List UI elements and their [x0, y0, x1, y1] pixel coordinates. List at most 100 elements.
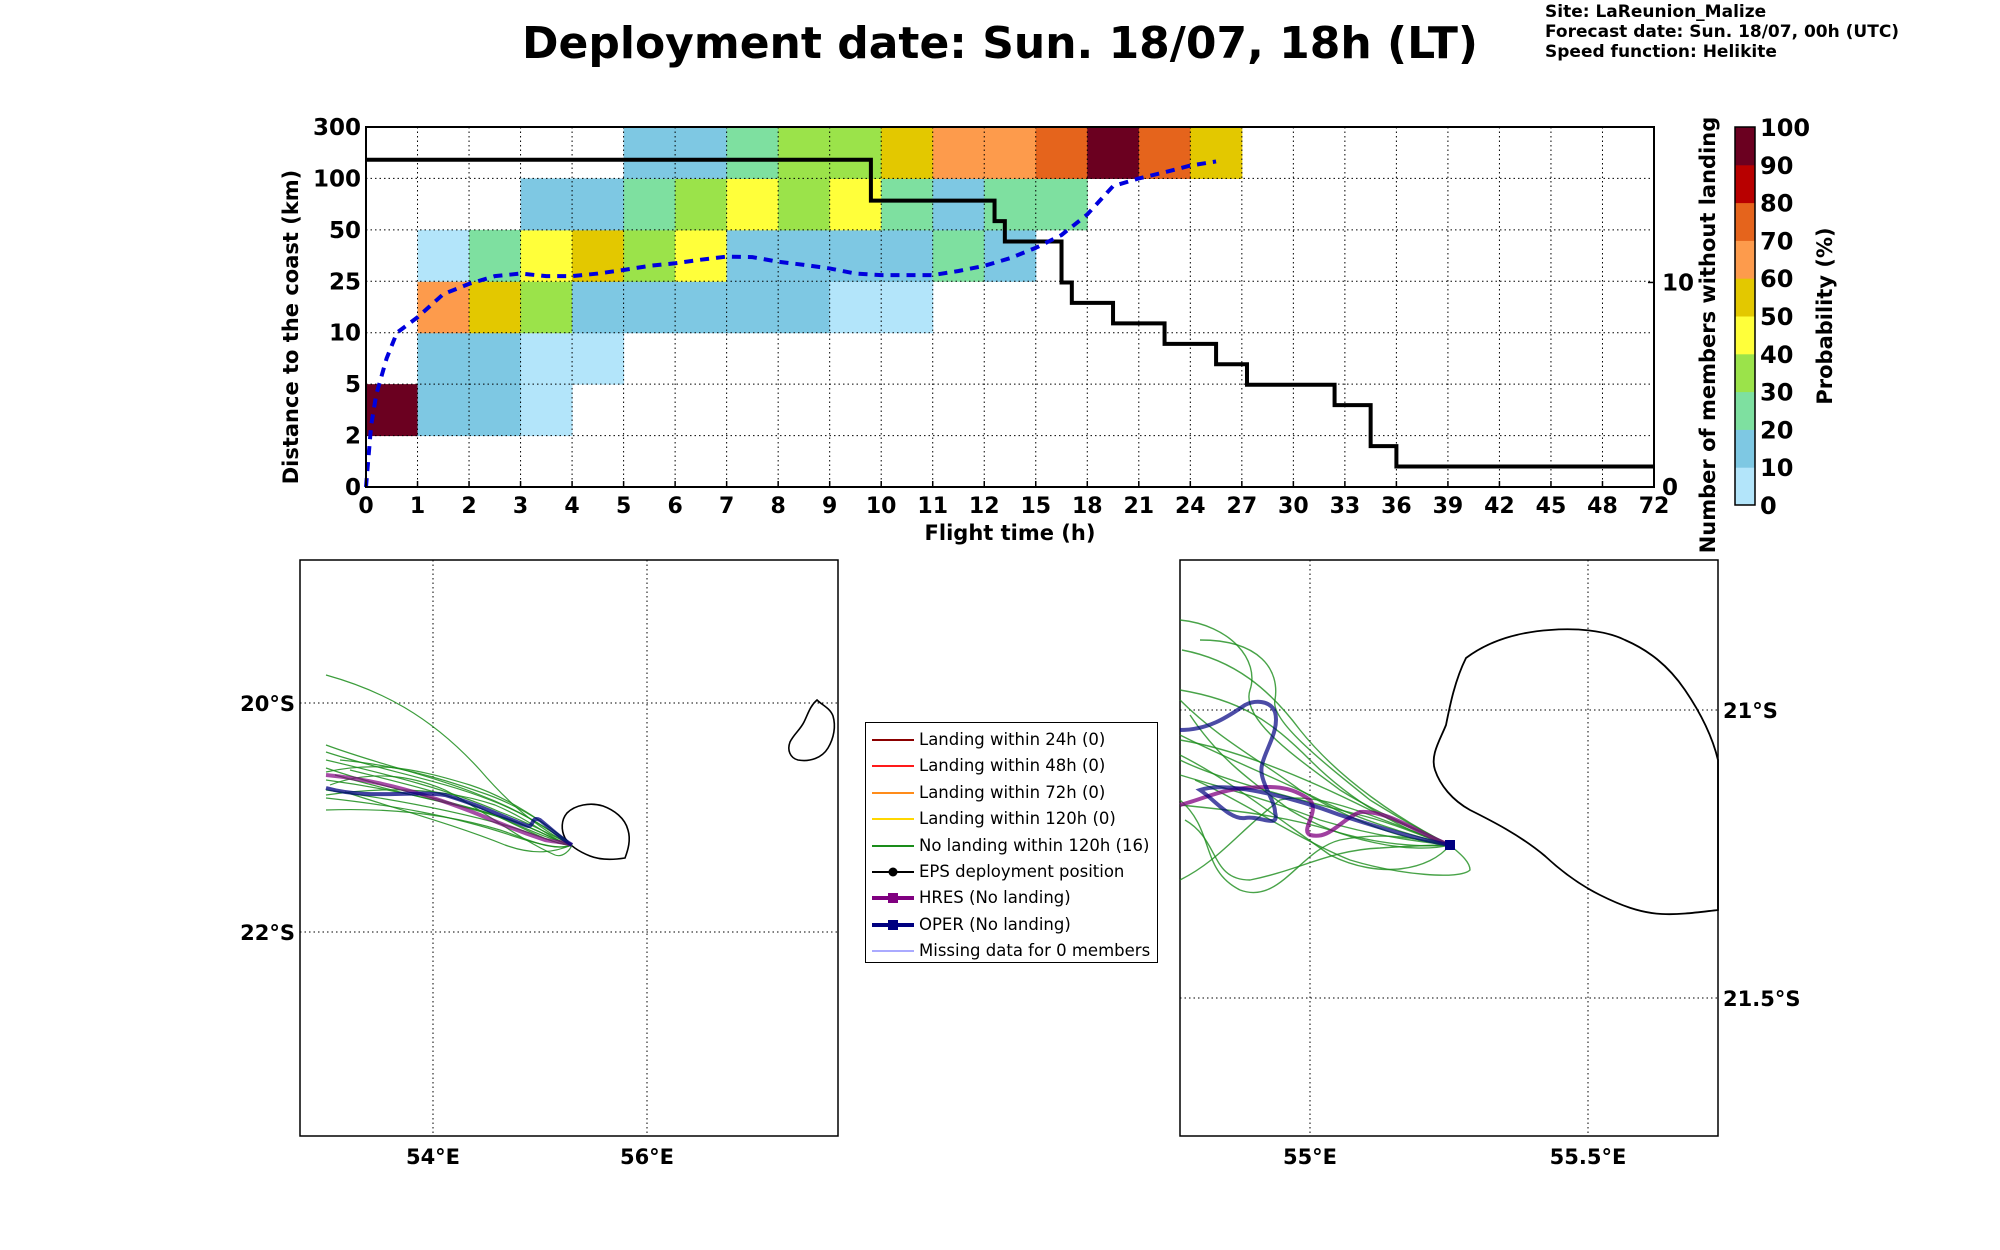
heatmap-cell [417, 229, 470, 282]
heatmap-cell [623, 127, 676, 179]
x-tick-label: 12 [969, 494, 1000, 519]
heatmap-cell [417, 281, 470, 334]
deployment-marker [1445, 840, 1455, 850]
members-without-landing-line [366, 157, 1654, 469]
x-axis-label: Flight time (h) [925, 521, 1096, 545]
oper-trajectory [1179, 699, 1451, 847]
y-tick-label: 100 [313, 166, 361, 192]
heatmap-cell [469, 332, 522, 385]
colorbar-segment [1735, 467, 1755, 506]
colorbar-frame [1734, 126, 1756, 506]
x-tick-label: 1 [410, 494, 425, 519]
heatmap-cell [778, 229, 831, 282]
heatmap-cell [572, 281, 625, 334]
member-trajectory [1181, 649, 1451, 846]
legend-item: OPER (No landing) [866, 912, 1157, 938]
legend-line-icon [872, 739, 914, 741]
member-trajectory [1194, 779, 1471, 876]
colorbar-label: Probability (%) [1813, 227, 1837, 404]
y-tick-label: 25 [329, 269, 361, 295]
legend-line-icon [872, 791, 914, 794]
member-trajectory [1179, 797, 1451, 881]
legend-line-icon [872, 765, 914, 768]
heatmap-cell [829, 281, 882, 334]
forecast-info: Site: LaReunion_Malize Forecast date: Su… [1545, 2, 1899, 62]
heatmap-cell [1035, 127, 1088, 179]
colorbar-segment [1735, 127, 1755, 166]
latitude-label: 21.5°S [1723, 987, 1800, 1011]
member-trajectory [325, 789, 573, 846]
heatmap-cell [984, 127, 1037, 179]
colorbar-tick-label: 30 [1760, 379, 1793, 407]
heatmap-cell [623, 229, 676, 282]
x-tick-label: 9 [822, 494, 837, 519]
x-tick-label: 21 [1123, 494, 1154, 519]
longitude-label: 56°E [620, 1145, 674, 1169]
legend-line-icon [872, 844, 914, 847]
latitude-label: 20°S [240, 692, 295, 716]
legend-item: Landing within 48h (0) [866, 753, 1157, 779]
heatmap-cell [520, 281, 573, 334]
heatmap-cell [675, 127, 728, 179]
speed-function-label: Speed function: Helikite [1545, 42, 1777, 62]
reunion-island-zoom [1432, 628, 1719, 916]
site-label: Site: LaReunion_Malize [1545, 2, 1767, 22]
x-tick-label: 33 [1330, 494, 1361, 519]
heatmap-cell [417, 332, 470, 385]
heatmap-cell [778, 127, 831, 179]
x-tick-label: 24 [1175, 494, 1206, 519]
plot-frame [365, 126, 1655, 488]
x-tick-label: 6 [667, 494, 682, 519]
heatmap-cell [932, 178, 985, 231]
x-tick-label: 15 [1020, 494, 1051, 519]
heatmap-cell [366, 384, 419, 437]
colorbar-tick-label: 20 [1760, 416, 1793, 444]
legend-item: HRES (No landing) [866, 885, 1157, 911]
map-legend: Landing within 24h (0) Landing within 48h… [865, 722, 1158, 963]
x-tick-label: 27 [1227, 494, 1258, 519]
member-trajectory [1179, 754, 1451, 871]
member-trajectory [325, 808, 573, 848]
heatmap-cell [572, 229, 625, 282]
colorbar-segment [1735, 391, 1755, 430]
member-trajectory [334, 774, 573, 846]
map-frame [299, 559, 839, 1137]
heatmap-cell [984, 178, 1037, 231]
heatmap-cell [520, 178, 573, 231]
x-tick-label: 18 [1072, 494, 1103, 519]
heatmap-cell [829, 127, 882, 179]
heatmap-cell [520, 332, 573, 385]
heatmap-cell [1087, 127, 1140, 179]
legend-label: Landing within 48h (0) [919, 756, 1106, 776]
colorbar-tick-label: 100 [1760, 114, 1810, 142]
legend-label: EPS deployment position [919, 861, 1125, 881]
legend-label: OPER (No landing) [919, 914, 1071, 934]
heatmap-cell [984, 229, 1037, 282]
member-trajectory [1184, 819, 1451, 881]
legend-label: No landing within 120h (16) [919, 835, 1150, 855]
x-tick-label: 36 [1381, 494, 1412, 519]
legend-line-icon [872, 893, 914, 904]
x-tick-label: 2 [461, 494, 476, 519]
x-tick-label: 3 [513, 494, 528, 519]
y2-tick-label: 0 [1662, 475, 1678, 501]
y-tick-label: 2 [345, 424, 361, 450]
y-tick-label: 50 [329, 218, 361, 244]
x-tick-label: 42 [1484, 494, 1515, 519]
legend-label: Landing within 24h (0) [919, 730, 1106, 749]
heatmap-cell [881, 281, 934, 334]
hres-trajectory [325, 773, 573, 847]
map-overview: 54°E 56°E 20°S 22°S [240, 559, 839, 1169]
heatmap-cell [675, 178, 728, 231]
longitude-label: 54°E [406, 1145, 460, 1169]
heatmap-cell [572, 178, 625, 231]
y-tick-label: 10 [329, 321, 361, 347]
y2-tick-label: 10 [1662, 270, 1694, 296]
heatmap-cell [829, 178, 882, 231]
member-trajectory [1189, 714, 1451, 849]
colorbar-tick-label: 50 [1760, 303, 1793, 331]
colorbar-tick-label: 10 [1760, 454, 1793, 482]
latitude-label: 21°S [1723, 699, 1778, 723]
heatmap-cell [932, 127, 985, 179]
